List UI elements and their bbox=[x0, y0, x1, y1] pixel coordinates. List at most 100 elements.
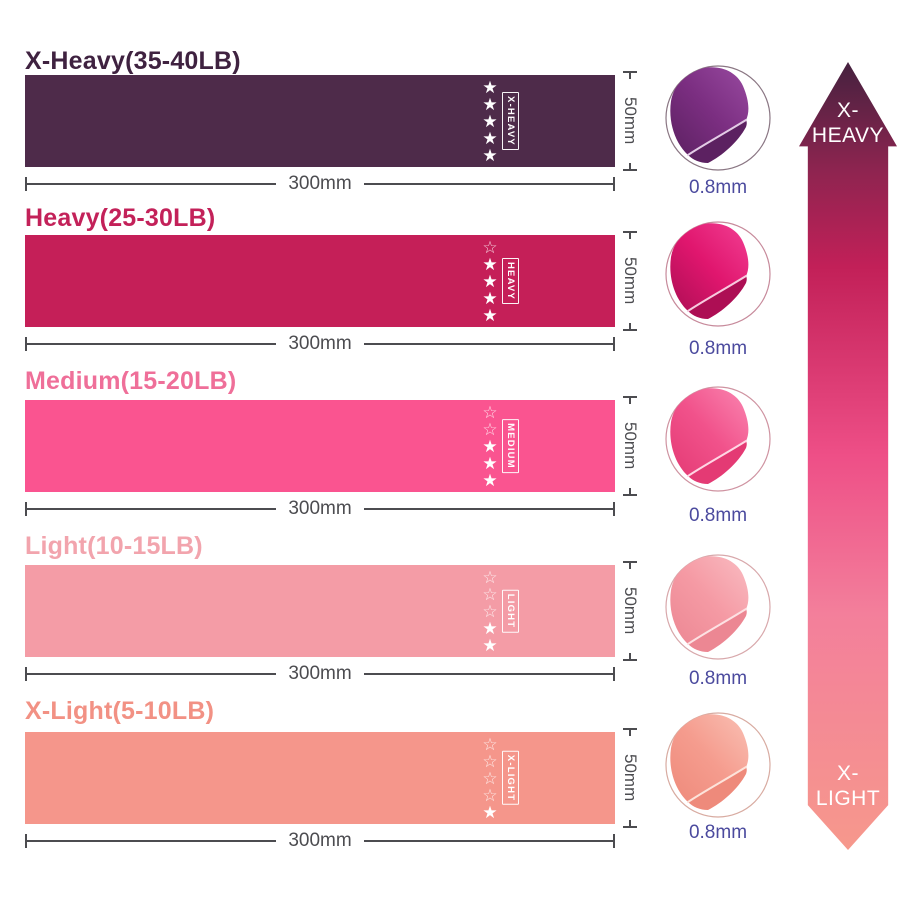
dimension-tick-top bbox=[623, 396, 637, 404]
star-rating: ☆ ☆ ★ ★ ★ bbox=[480, 403, 500, 490]
dimension-line bbox=[363, 673, 614, 675]
star-filled-icon: ★ bbox=[482, 146, 498, 165]
width-dimension-line: 300mm bbox=[25, 830, 616, 851]
dimension-tick-left bbox=[25, 667, 27, 681]
star-filled-icon: ★ bbox=[482, 803, 498, 822]
resistance-band-bar: ★ ★ ★ ★ ★ X-HEAVY bbox=[25, 75, 615, 167]
width-dimension-label: 300mm bbox=[288, 663, 352, 684]
resistance-band-bar: ☆ ☆ ★ ★ ★ MEDIUM bbox=[25, 400, 615, 492]
dimension-tick-top bbox=[623, 71, 637, 79]
dimension-tick-top bbox=[623, 231, 637, 239]
dimension-line bbox=[363, 508, 614, 510]
width-dimension-line: 300mm bbox=[25, 663, 616, 684]
dimension-line bbox=[363, 343, 614, 345]
star-filled-icon: ★ bbox=[482, 289, 498, 308]
width-dimension-line: 300mm bbox=[25, 498, 616, 519]
band-title: Medium(15-20LB) bbox=[25, 367, 237, 395]
dimension-line bbox=[363, 840, 614, 842]
star-outline-icon: ☆ bbox=[482, 602, 498, 621]
star-rating: ☆ ☆ ☆ ★ ★ bbox=[480, 569, 500, 655]
dimension-tick-right bbox=[613, 177, 616, 191]
band-level-label: X-LIGHT bbox=[502, 750, 519, 806]
dimension-tick-right bbox=[613, 337, 616, 351]
star-rating: ★ ★ ★ ★ ★ bbox=[480, 79, 500, 165]
star-outline-icon: ☆ bbox=[482, 585, 498, 604]
thickness-label: 0.8mm bbox=[688, 822, 748, 843]
dimension-tick-right bbox=[613, 502, 616, 516]
dimension-tick-left bbox=[25, 834, 27, 848]
band-thickness-photo bbox=[664, 711, 772, 819]
star-filled-icon: ★ bbox=[482, 112, 498, 131]
height-dimension-line: 50mm bbox=[618, 231, 642, 331]
band-title: Heavy(25-30LB) bbox=[25, 204, 216, 232]
star-outline-icon: ☆ bbox=[482, 403, 498, 422]
height-dimension-line: 50mm bbox=[618, 71, 642, 171]
band-level-label: MEDIUM bbox=[502, 419, 519, 473]
resistance-band-bar: ☆ ☆ ☆ ★ ★ LIGHT bbox=[25, 565, 615, 657]
star-filled-icon: ★ bbox=[482, 272, 498, 291]
dimension-tick-bottom bbox=[623, 162, 637, 171]
arrow-bottom-label: X- LIGHT bbox=[815, 762, 881, 811]
star-outline-icon: ☆ bbox=[482, 238, 498, 257]
star-outline-icon: ☆ bbox=[482, 420, 498, 439]
thickness-label: 0.8mm bbox=[688, 338, 748, 359]
star-filled-icon: ★ bbox=[482, 619, 498, 638]
dimension-tick-left bbox=[25, 337, 27, 351]
thickness-label: 0.8mm bbox=[688, 668, 748, 689]
star-rating: ☆ ☆ ☆ ☆ ★ bbox=[480, 735, 500, 822]
dimension-tick-bottom bbox=[623, 487, 637, 496]
dimension-line bbox=[27, 673, 277, 675]
star-filled-icon: ★ bbox=[482, 129, 498, 148]
folded-band-icon bbox=[665, 712, 771, 818]
band-title: X-Heavy(35-40LB) bbox=[25, 47, 241, 75]
width-dimension-label: 300mm bbox=[288, 333, 352, 354]
thickness-label: 0.8mm bbox=[688, 177, 748, 198]
dimension-line bbox=[27, 183, 277, 185]
height-dimension-line: 50mm bbox=[618, 561, 642, 661]
dimension-line bbox=[27, 508, 277, 510]
arrow-top-label: X- HEAVY bbox=[811, 99, 885, 147]
resistance-band-bar: ☆ ★ ★ ★ ★ HEAVY bbox=[25, 235, 615, 327]
resistance-gradient-arrow: X- HEAVY X- LIGHT bbox=[799, 62, 897, 850]
dimension-tick-left bbox=[25, 502, 27, 516]
dimension-tick-right bbox=[613, 667, 616, 681]
star-outline-icon: ☆ bbox=[482, 735, 498, 754]
star-filled-icon: ★ bbox=[482, 471, 498, 490]
width-dimension-line: 300mm bbox=[25, 333, 616, 354]
width-dimension-label: 300mm bbox=[288, 498, 352, 519]
band-thickness-photo bbox=[664, 553, 772, 661]
folded-band-icon bbox=[665, 386, 771, 492]
star-filled-icon: ★ bbox=[482, 255, 498, 274]
height-dimension-label: 50mm bbox=[621, 587, 640, 635]
dimension-tick-bottom bbox=[623, 322, 637, 331]
width-dimension-label: 300mm bbox=[288, 173, 352, 194]
dimension-line bbox=[363, 183, 614, 185]
star-outline-icon: ☆ bbox=[482, 769, 498, 788]
band-title: Light(10-15LB) bbox=[25, 532, 203, 560]
band-title: X-Light(5-10LB) bbox=[25, 697, 215, 725]
band-level-label: HEAVY bbox=[502, 257, 519, 305]
star-outline-icon: ☆ bbox=[482, 786, 498, 805]
resistance-band-bar: ☆ ☆ ☆ ☆ ★ X-LIGHT bbox=[25, 732, 615, 824]
dimension-tick-top bbox=[623, 728, 637, 736]
height-dimension-label: 50mm bbox=[621, 754, 640, 802]
folded-band-icon bbox=[665, 221, 771, 327]
dimension-tick-bottom bbox=[623, 652, 637, 661]
height-dimension-line: 50mm bbox=[618, 728, 642, 828]
folded-band-icon bbox=[665, 554, 771, 660]
folded-band-icon bbox=[665, 65, 771, 171]
band-thickness-photo bbox=[664, 385, 772, 493]
thickness-label: 0.8mm bbox=[688, 505, 748, 526]
star-outline-icon: ☆ bbox=[482, 752, 498, 771]
width-dimension-label: 300mm bbox=[288, 830, 352, 851]
band-thickness-photo bbox=[664, 220, 772, 328]
star-filled-icon: ★ bbox=[482, 636, 498, 655]
dimension-tick-right bbox=[613, 834, 616, 848]
width-dimension-line: 300mm bbox=[25, 173, 616, 194]
